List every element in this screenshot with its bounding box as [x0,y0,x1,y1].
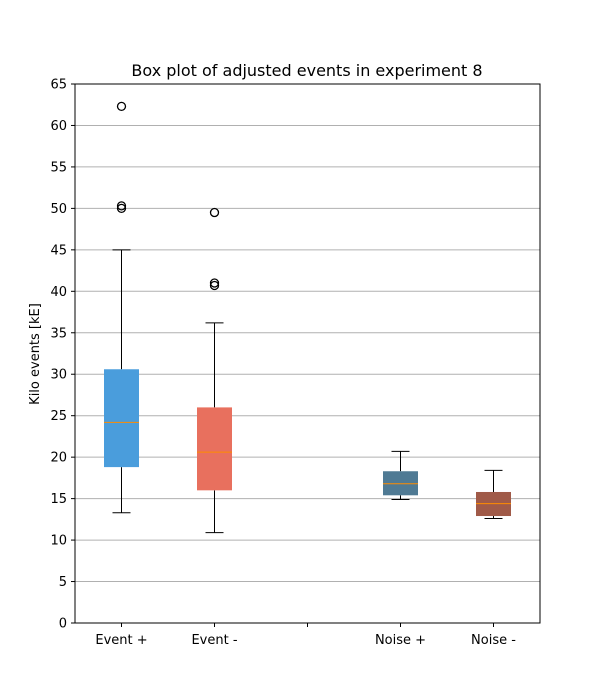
outlier-point [209,207,220,218]
box-group [383,450,418,500]
y-tick-label: 0 [59,617,67,632]
chart-title: Box plot of adjusted events in experimen… [131,61,482,80]
x-tick-label: Noise - [471,633,516,648]
y-tick-label: 15 [50,492,67,507]
y-tick-label: 45 [50,243,67,258]
outlier-point [116,203,127,214]
y-tick-label: 65 [50,78,67,93]
y-tick-label: 30 [50,368,67,383]
outlier-point [116,201,127,211]
y-axis-label: Kilo events [kE] [28,303,43,405]
grid-lines [75,124,540,583]
y-tick-label: 20 [50,451,67,466]
y-tick-label: 55 [50,160,67,175]
y-tick-label: 25 [50,409,67,424]
x-tick-label: Event - [191,633,237,648]
y-tick-label: 35 [50,326,67,341]
outlier-point [209,280,220,291]
y-tick-label: 5 [59,575,67,590]
y-tick-label: 50 [50,202,67,217]
box-group [197,207,232,534]
outlier-point [116,101,127,112]
iqr-box [104,369,139,468]
x-axis-ticks: Event + Event - Noise + Noise - [95,623,516,648]
box-group [476,469,511,520]
y-axis-ticks: 0 5 10 15 20 25 30 35 40 45 50 55 60 65 [50,78,75,632]
boxes [104,101,511,534]
box-group [104,101,139,514]
x-tick-label: Noise + [375,633,426,648]
outlier-point [209,278,220,288]
y-tick-label: 60 [50,119,67,134]
y-tick-label: 40 [50,285,67,300]
y-tick-label: 10 [50,534,67,549]
iqr-box [197,407,232,491]
x-tick-label: Event + [95,633,147,648]
